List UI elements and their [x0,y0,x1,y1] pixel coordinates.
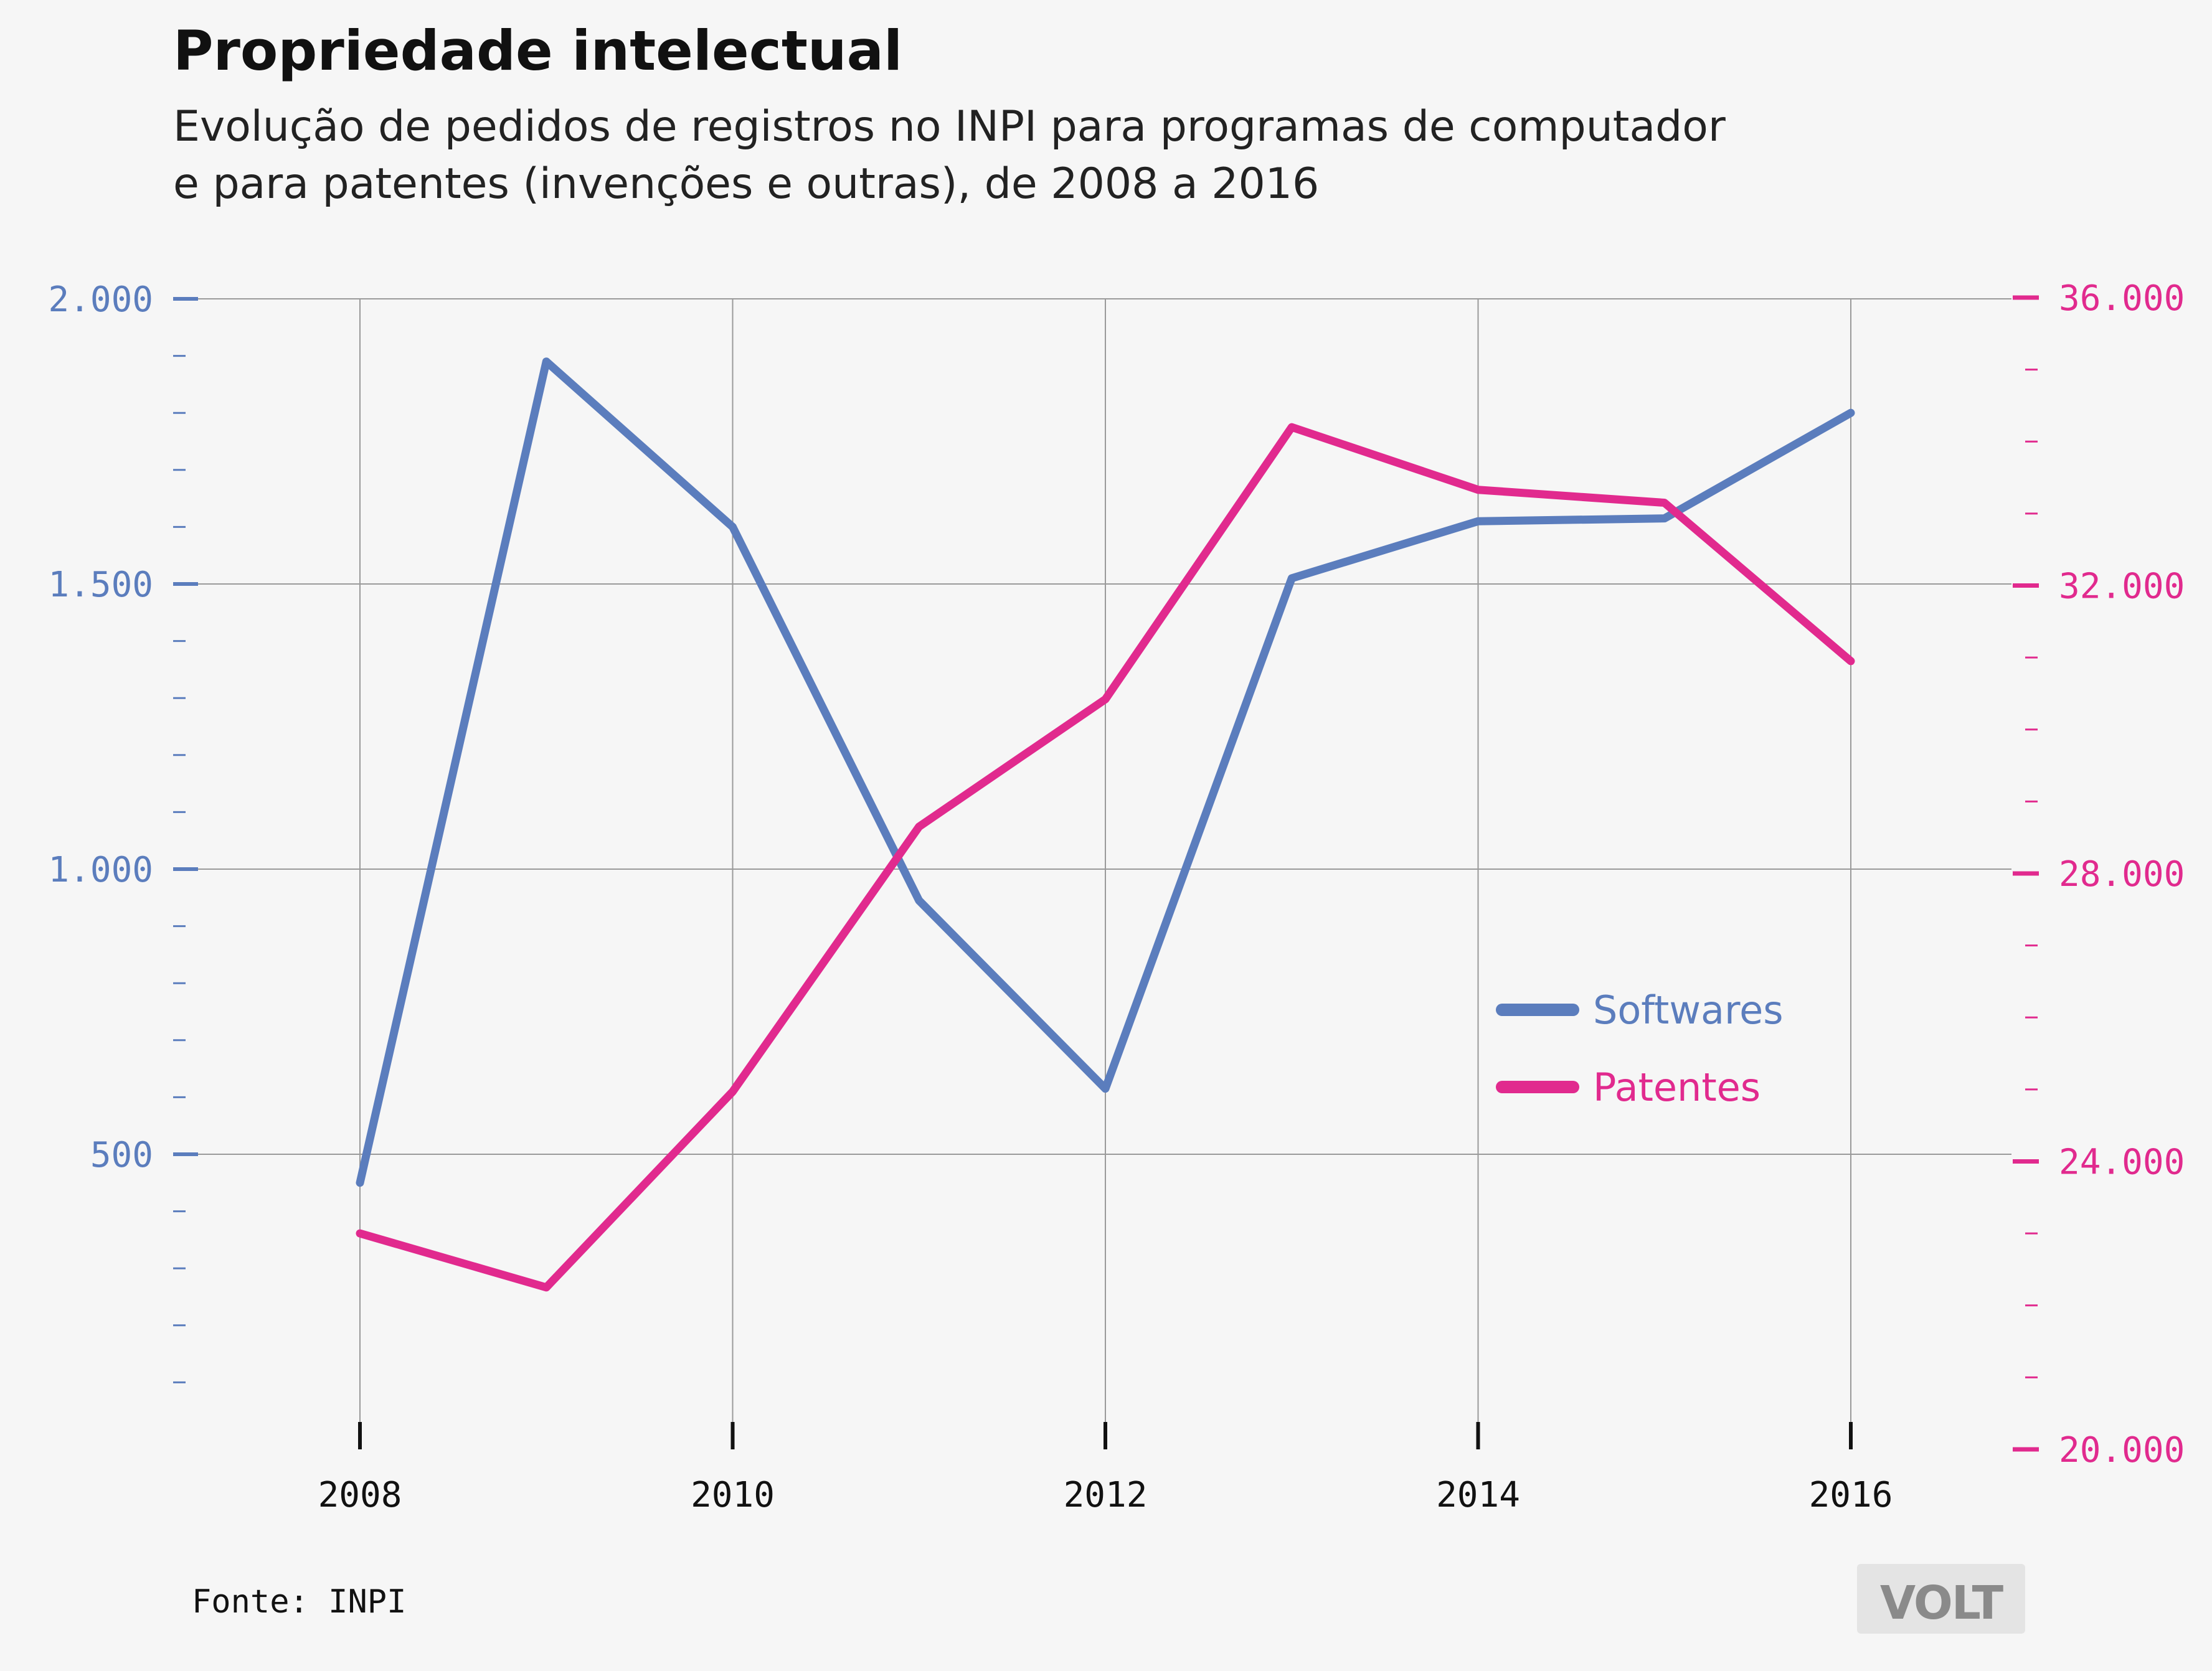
left-axis-tick-label: 1.000 [48,850,153,890]
series-point-softwares [1289,576,1294,581]
right-axis-tick-label: 32.000 [2059,567,2185,607]
series-point-softwares [357,1180,362,1185]
series-point-patentes [917,824,922,829]
legend: Softwares Patentes [1502,987,1784,1110]
grid [173,299,2011,1439]
series-point-patentes [730,1089,735,1094]
series-point-patentes [1289,425,1294,430]
volt-logo: VOLT [1857,1564,2025,1634]
legend-label-softwares: Softwares [1593,987,1784,1033]
chart-title: Propriedade intelectual [173,19,902,83]
x-axis: 2008 2010 2012 2014 2016 [318,1422,1893,1515]
left-axis-tick-label: 1.500 [48,565,153,605]
right-axis-tick-label: 20.000 [2059,1430,2185,1471]
x-axis-tick-label: 2014 [1436,1475,1520,1515]
series-point-patentes [1662,501,1667,506]
series-point-patentes [1848,659,1853,664]
left-axis: 500 1.000 1.500 2.000 [48,280,198,1382]
x-axis-tick-label: 2016 [1809,1475,1893,1515]
series-point-softwares [1662,516,1667,521]
series-point-softwares [917,898,922,903]
series-point-softwares [1848,410,1853,415]
right-axis-tick-label: 28.000 [2059,854,2185,895]
series-point-softwares [1476,519,1481,524]
chart-subtitle-line-2: e para patentes (invenções e outras), de… [173,159,1319,209]
legend-label-patentes: Patentes [1593,1065,1761,1110]
right-axis-tick-label: 36.000 [2059,278,2185,319]
source-note: Fonte: INPI [192,1583,406,1621]
series-point-patentes [1103,697,1108,702]
series-point-patentes [357,1231,362,1236]
series-point-patentes [1476,487,1481,492]
x-axis-tick-label: 2012 [1064,1475,1148,1515]
left-axis-tick-label: 500 [90,1135,153,1175]
x-axis-tick-label: 2010 [691,1475,775,1515]
right-axis-tick-label: 24.000 [2059,1142,2185,1183]
series-point-softwares [1103,1086,1108,1091]
x-axis-tick-label: 2008 [318,1475,402,1515]
series-point-softwares [544,359,549,364]
right-axis: 20.000 24.000 28.000 32.000 36.000 [2013,278,2185,1471]
volt-logo-text: VOLT [1880,1576,2004,1630]
left-axis-tick-label: 2.000 [48,280,153,320]
series-point-softwares [730,524,735,529]
series-point-patentes [544,1285,549,1290]
chart-subtitle-line-1: Evolução de pedidos de registros no INPI… [173,102,1726,151]
